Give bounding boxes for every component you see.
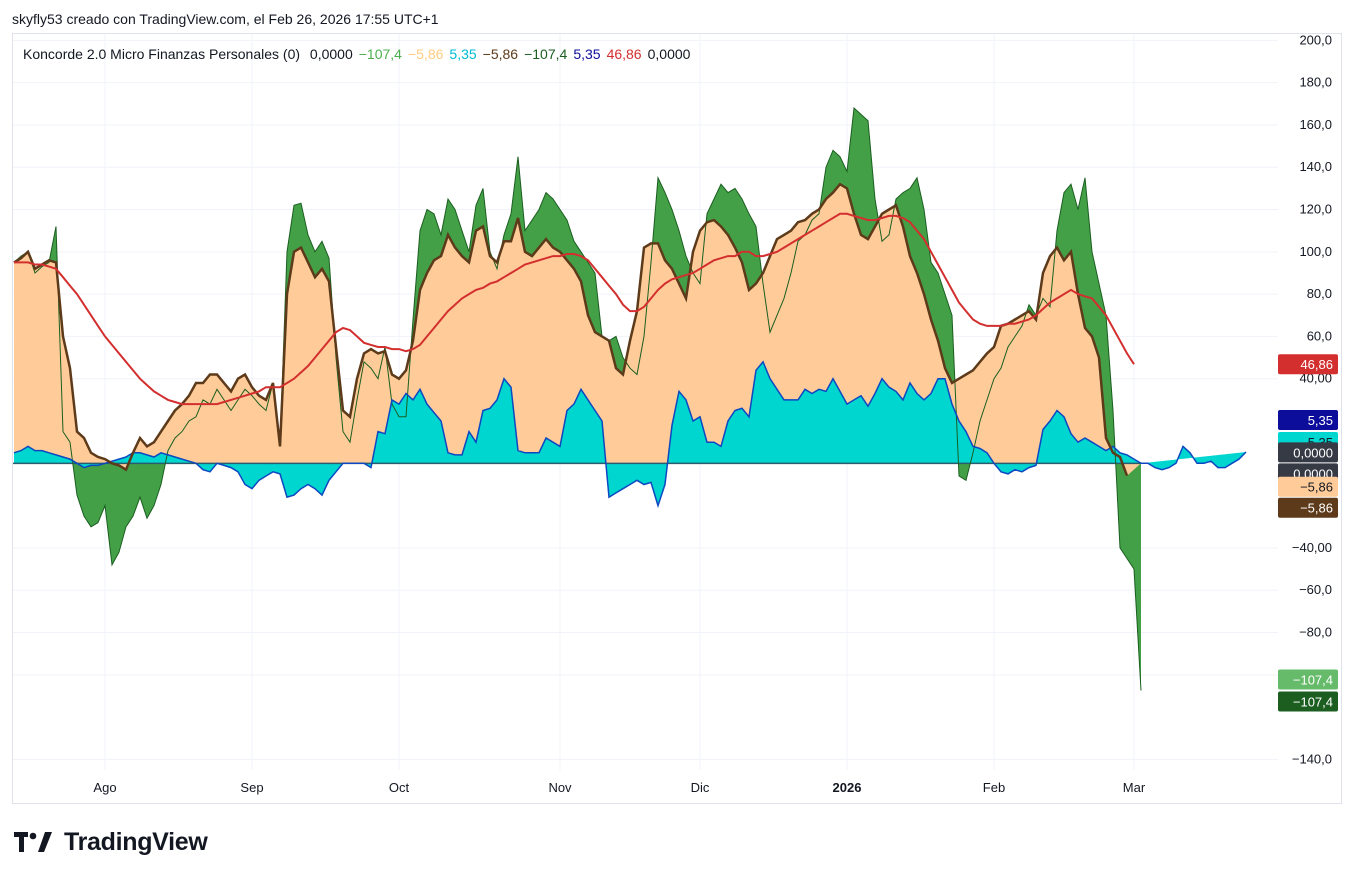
y-tick-label: 160,0 xyxy=(1299,117,1332,132)
price-tag-label: −5,86 xyxy=(1300,501,1333,516)
x-tick-label: Ago xyxy=(93,780,116,795)
grid xyxy=(13,34,1278,770)
y-tick-label: 140,0 xyxy=(1299,159,1332,174)
price-tag-box xyxy=(1278,669,1338,690)
price-tag-box xyxy=(1278,442,1338,463)
legend-value: −5,86 xyxy=(407,46,444,62)
price-tag-label: 0,0000 xyxy=(1293,445,1333,460)
x-tick-label: Feb xyxy=(983,780,1005,795)
legend-value: −5,86 xyxy=(482,46,519,62)
x-axis: Ago Sep Oct Nov Dic 2026 Feb Mar xyxy=(93,780,1145,795)
legend-value: −107,4 xyxy=(358,46,402,62)
x-tick-label: Mar xyxy=(1123,780,1146,795)
tradingview-logo-icon xyxy=(14,831,52,852)
brand-name: TradingView xyxy=(64,828,208,856)
blue-line xyxy=(13,360,1247,509)
price-tag-box xyxy=(1278,354,1338,375)
legend-name: Koncorde 2.0 Micro Finanzas Personales (… xyxy=(23,46,301,62)
y-axis: 200,0 180,0 160,0 140,0 120,0 100,0 80,0 60,0 40… xyxy=(1292,32,1332,766)
y-tick-label: 60,0 xyxy=(1307,328,1332,343)
y-tick-label: 40,00 xyxy=(1299,371,1332,386)
price-tags: 46,865,355,350,00000,0000−5,86−5,86−107,… xyxy=(1278,354,1338,712)
y-tick-label: −140,0 xyxy=(1292,751,1332,766)
series-lines xyxy=(13,106,1247,691)
brown-line xyxy=(13,182,1129,477)
y-tick-label: 200,0 xyxy=(1299,32,1332,47)
price-tag-box xyxy=(1278,410,1338,431)
price-tag-label: −107,4 xyxy=(1293,672,1333,687)
price-tag-box xyxy=(1278,476,1338,497)
y-tick-label: 120,0 xyxy=(1299,202,1332,217)
legend-values: 0,0000 −107,4 −5,86 5,35 −5,86 −107,4 5,35 46,8… xyxy=(310,46,697,62)
legend-value: 0,0000 xyxy=(309,46,353,62)
y-tick-label: 100,0 xyxy=(1299,244,1332,259)
price-tag-box xyxy=(1278,497,1338,518)
legend-value: 5,35 xyxy=(449,46,477,62)
price-tag-box xyxy=(1278,691,1338,712)
x-tick-label: Dic xyxy=(691,780,710,795)
green-line xyxy=(13,106,1142,691)
tradingview-brand[interactable]: TradingView xyxy=(14,828,208,857)
y-tick-label: −80,0 xyxy=(1299,625,1332,640)
legend-value: 5,35 xyxy=(573,46,601,62)
y-tick-label: 80,0 xyxy=(1307,286,1332,301)
x-tick-label: Nov xyxy=(548,780,572,795)
price-tag-label: −5,86 xyxy=(1300,480,1333,495)
price-tag-label: −107,4 xyxy=(1293,694,1333,709)
y-tick-label: 180,0 xyxy=(1299,75,1332,90)
chart-frame xyxy=(12,33,1342,804)
series-areas xyxy=(14,108,1246,691)
y-tick-label: −60,0 xyxy=(1299,582,1332,597)
price-tag-label: 5,35 xyxy=(1308,413,1333,428)
x-tick-label: Oct xyxy=(389,780,410,795)
x-tick-label: Sep xyxy=(240,780,263,795)
indicator-legend[interactable]: Koncorde 2.0 Micro Finanzas Personales (… xyxy=(23,46,702,62)
chart-caption: skyfly53 creado con TradingView.com, el … xyxy=(12,11,439,27)
legend-value: 0,0000 xyxy=(647,46,691,62)
red-line xyxy=(14,212,1135,406)
x-tick-label: 2026 xyxy=(833,780,862,795)
price-tag-label: 46,86 xyxy=(1300,357,1333,372)
cyan-area xyxy=(14,361,1246,506)
legend-value: −107,4 xyxy=(524,46,568,62)
legend-value: 46,86 xyxy=(606,46,642,62)
y-tick-label: −40,00 xyxy=(1292,540,1332,555)
